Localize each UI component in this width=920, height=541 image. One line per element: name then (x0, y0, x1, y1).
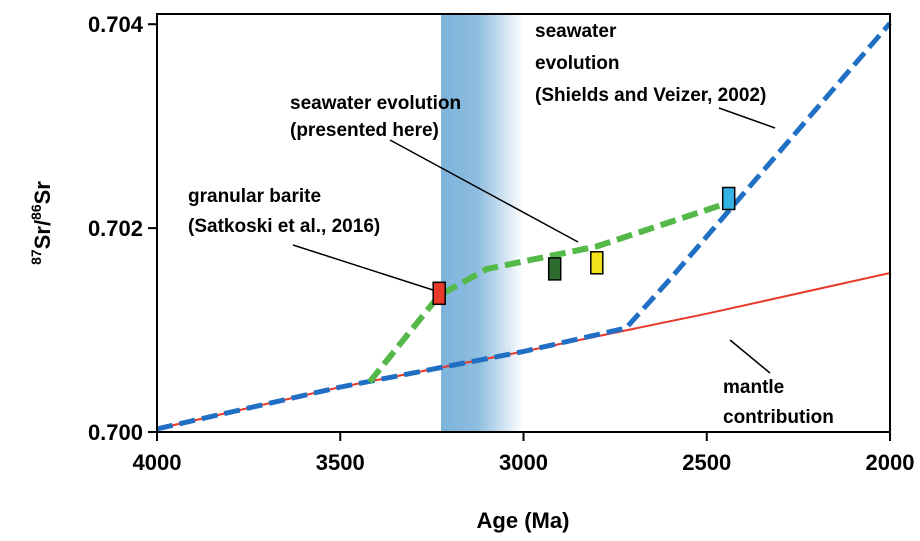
marker-dark-green (547, 257, 562, 281)
y-tick-label: 0.704 (88, 12, 144, 37)
leader-line-shields (718, 107, 776, 129)
series-line-shields (156, 21, 892, 432)
age-band (441, 14, 524, 432)
annotation-here-line-2: (presented here) (290, 120, 439, 141)
leader-line-here (389, 139, 579, 243)
marker-granular-barite (432, 281, 446, 306)
marker-cyan (721, 186, 736, 211)
annotation-barite-line-2: (Satkoski et al., 2016) (188, 216, 380, 237)
x-tick-label: 2500 (682, 450, 731, 475)
series-layer (156, 21, 892, 432)
leader-line-mantle (729, 339, 771, 374)
x-tick-label: 3500 (316, 450, 365, 475)
x-tick-label: 3000 (499, 450, 548, 475)
annotation-here-line-1: seawater evolution (290, 93, 461, 114)
annotation-shields-line-1: seawater (535, 21, 617, 42)
x-axis-title: Age (Ma) (477, 508, 570, 533)
annotation-barite-line-1: granular barite (188, 186, 321, 207)
annotation-shields-line-2: evolution (535, 53, 619, 74)
annotation-shields-line-3: (Shields and Veizer, 2002) (535, 85, 766, 106)
x-tick-label: 2000 (866, 450, 915, 475)
x-tick-label: 4000 (133, 450, 182, 475)
marker-yellow (590, 251, 604, 275)
y-tick-label: 0.702 (88, 216, 143, 241)
annotation-shields: seawater evolution (Shields and Veizer, … (535, 21, 766, 106)
y-axis-title: 87Sr/86Sr (28, 181, 55, 265)
annotation-here: seawater evolution (presented here) (290, 93, 466, 141)
leader-line-barite (292, 244, 434, 291)
annotation-mantle-line-2: contribution (723, 407, 834, 428)
y-tick-label: 0.700 (88, 420, 143, 445)
annotation-mantle: mantle contribution (723, 377, 834, 428)
leader-lines (292, 107, 776, 374)
annotation-mantle-line-1: mantle (723, 377, 784, 398)
y-axis-sup-1: 87 (28, 249, 44, 265)
y-axis-sup-2: 86 (28, 204, 44, 220)
tick-layer: 4000 3500 3000 2500 2000 0.700 0.702 0.704 (88, 12, 915, 475)
y-axis-base-1: Sr/ (30, 220, 55, 249)
annotation-barite: granular barite (Satkoski et al., 2016) (188, 186, 380, 237)
y-axis-base-2: Sr (30, 181, 55, 205)
marker-layer (432, 186, 736, 306)
series-line-here (367, 199, 730, 384)
